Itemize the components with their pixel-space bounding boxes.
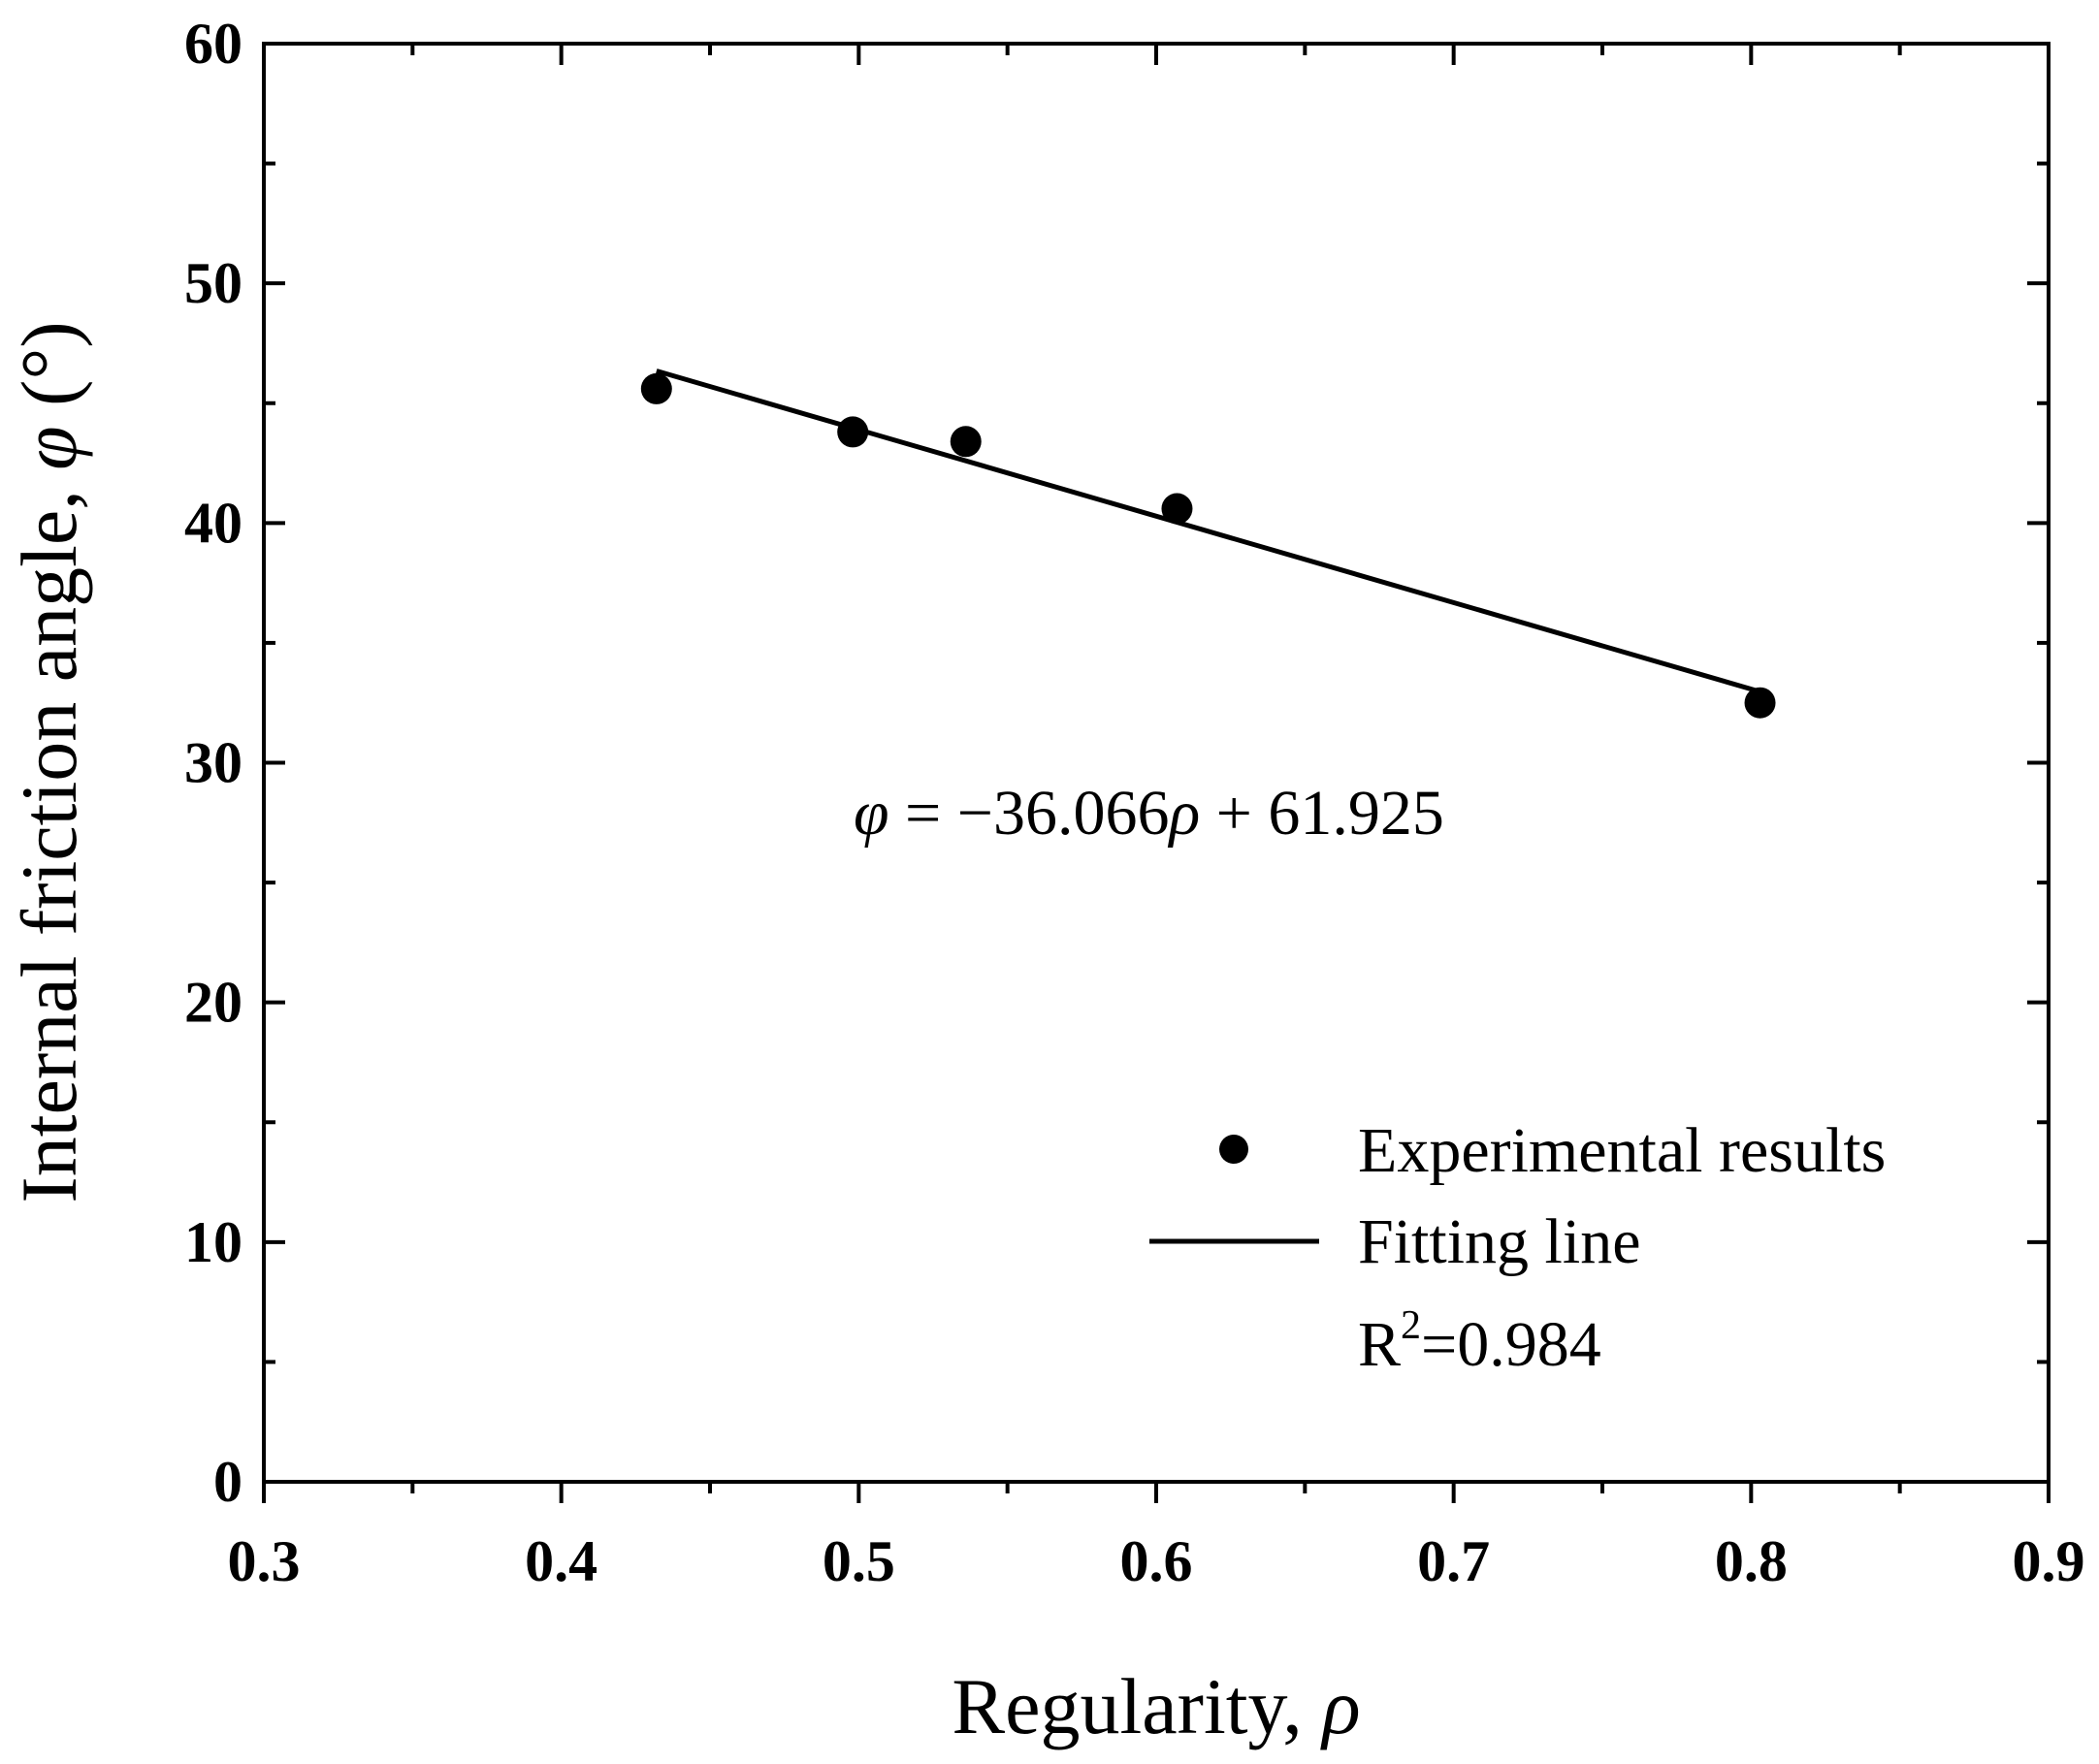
- x-tick-label: 0.7: [1417, 1529, 1490, 1593]
- x-axis-ticks: 0.3 0.4 0.5 0.6 0.7 0.8 0.9: [228, 44, 2085, 1593]
- y-tick-label: 60: [184, 12, 242, 76]
- legend-r-squared: R2=0.984: [1358, 1303, 1601, 1380]
- y-tick-label: 30: [184, 731, 242, 795]
- x-tick-label: 0.8: [1715, 1529, 1788, 1593]
- legend-label-experimental: Experimental results: [1358, 1115, 1886, 1186]
- x-tick-label: 0.9: [2013, 1529, 2085, 1593]
- legend-marker-experimental: [1219, 1135, 1248, 1164]
- y-tick-label: 0: [213, 1450, 242, 1514]
- x-tick-label: 0.4: [525, 1529, 597, 1593]
- x-axis-title: Regularity, ρ: [952, 1662, 1360, 1750]
- x-tick-label: 0.5: [823, 1529, 895, 1593]
- data-points: [640, 372, 1776, 719]
- data-point: [1161, 493, 1193, 525]
- plot-frame: [262, 42, 2051, 1484]
- y-tick-label: 20: [184, 971, 242, 1035]
- x-tick-label: 0.6: [1120, 1529, 1193, 1593]
- fit-line-layer: [656, 369, 1761, 694]
- data-point: [1744, 687, 1776, 719]
- legend: Experimental results Fitting line R2=0.9…: [1149, 1115, 1886, 1380]
- data-point: [950, 426, 982, 458]
- fit-equation: φ = −36.066ρ + 61.925: [854, 778, 1444, 849]
- y-tick-label: 40: [184, 491, 242, 555]
- y-tick-label: 50: [184, 251, 242, 315]
- data-point: [640, 372, 672, 404]
- y-axis-title: Internal friction angle, φ (°): [5, 321, 93, 1203]
- fitting-line: [656, 369, 1761, 694]
- data-point: [837, 416, 869, 448]
- x-tick-label: 0.3: [228, 1529, 301, 1593]
- y-axis-ticks: 0 10 20 30 40 50 60: [184, 12, 2049, 1514]
- legend-label-fitting-line: Fitting line: [1358, 1206, 1641, 1277]
- y-tick-label: 10: [184, 1210, 242, 1274]
